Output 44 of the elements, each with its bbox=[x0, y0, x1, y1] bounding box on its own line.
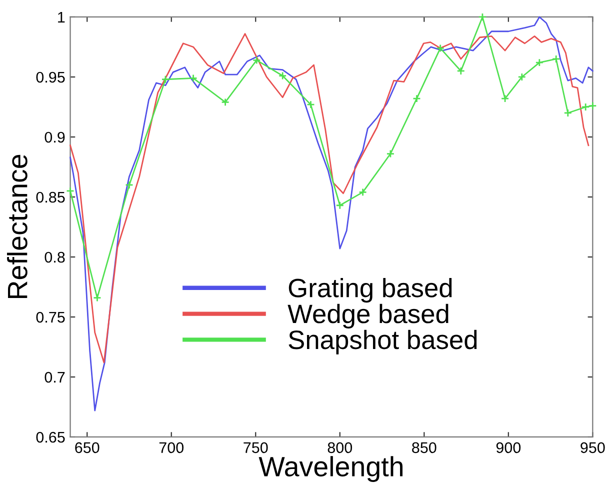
point bbox=[552, 54, 560, 64]
y-tick-label: 1 bbox=[58, 12, 65, 23]
point bbox=[221, 98, 230, 106]
x-tick-label: 850 bbox=[412, 442, 436, 454]
point bbox=[278, 72, 287, 80]
line-series bbox=[70, 33, 590, 364]
x-tick-label: 700 bbox=[159, 442, 184, 454]
point bbox=[581, 102, 590, 112]
point bbox=[252, 56, 261, 64]
point bbox=[93, 294, 102, 302]
y-tick-label: 0.65 bbox=[36, 432, 65, 443]
y-tick-label: 0.95 bbox=[36, 72, 65, 83]
point bbox=[535, 58, 544, 67]
point bbox=[189, 74, 198, 82]
point bbox=[500, 94, 510, 103]
point bbox=[125, 180, 134, 190]
point bbox=[306, 100, 315, 109]
y-tick-label: 0.85 bbox=[36, 192, 65, 203]
point bbox=[412, 94, 421, 103]
point bbox=[386, 150, 395, 158]
point bbox=[588, 102, 597, 110]
point bbox=[436, 44, 444, 52]
x-tick-label: 750 bbox=[244, 442, 268, 454]
point bbox=[564, 108, 572, 118]
x-tick-label: 900 bbox=[496, 442, 521, 454]
legend-label: Grating based bbox=[288, 278, 452, 303]
point bbox=[336, 201, 344, 210]
point bbox=[518, 72, 526, 82]
x-tick-label: 800 bbox=[328, 442, 352, 454]
point bbox=[161, 75, 170, 84]
legend-label: Snapshot based bbox=[288, 330, 477, 354]
x-axis-title: Wavelength bbox=[258, 456, 402, 482]
y-axis-title: Reflectance bbox=[7, 154, 28, 298]
point bbox=[66, 186, 74, 196]
y-tick-label: 0.9 bbox=[44, 132, 65, 143]
point bbox=[478, 12, 487, 22]
x-tick-label: 950 bbox=[580, 442, 605, 454]
y-tick-label: 0.7 bbox=[44, 372, 65, 383]
legend-label: Wedge based bbox=[288, 304, 448, 329]
y-tick-label: 0.75 bbox=[36, 312, 65, 323]
point bbox=[456, 66, 466, 76]
x-tick-label: 650 bbox=[75, 442, 100, 454]
point bbox=[358, 188, 367, 196]
y-tick-label: 0.8 bbox=[44, 252, 65, 263]
